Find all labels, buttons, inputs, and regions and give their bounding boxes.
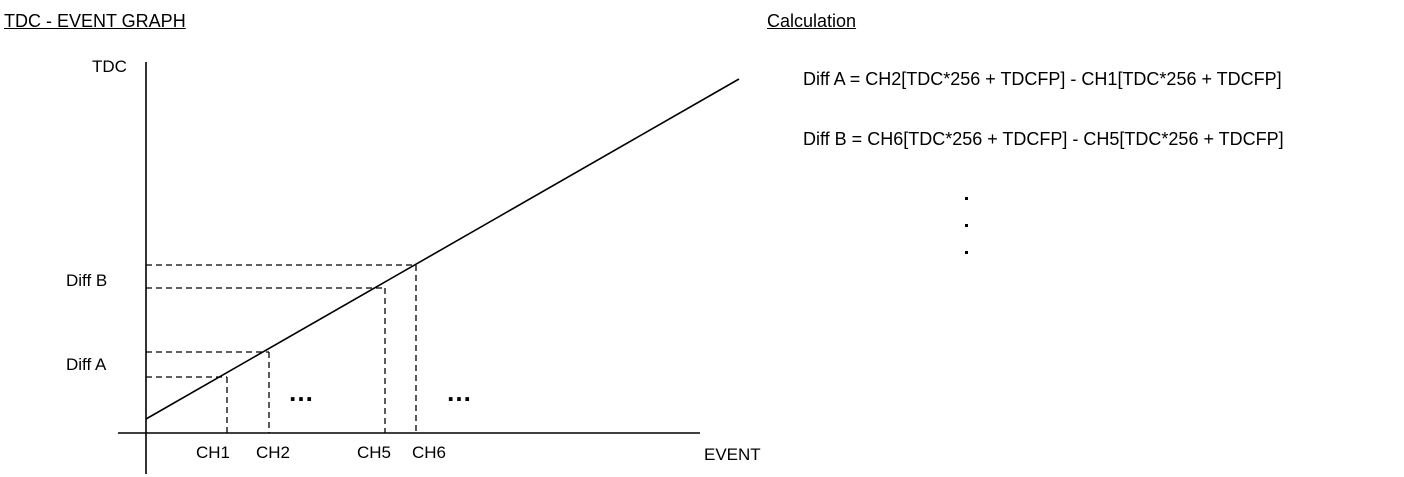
x-tick-ch5: CH5 [357,443,391,462]
continuation-dot [965,224,968,227]
formula-diff-b: Diff B = CH6[TDC*256 + TDCFP] - CH5[TDC*… [803,129,1284,149]
continuation-dot [965,251,968,254]
ellipsis-right: … [446,377,474,407]
x-tick-ch6: CH6 [412,443,446,462]
continuation-dot [965,197,968,200]
formula-diff-a: Diff A = CH2[TDC*256 + TDCFP] - CH1[TDC*… [803,69,1282,89]
x-tick-ch1: CH1 [196,443,230,462]
ellipsis-left: … [288,377,316,407]
graph-title: TDC - EVENT GRAPH [4,11,186,31]
calculation-title: Calculation [767,11,857,31]
tdc-event-graph: TDC EVENT Diff B Diff A CH1 CH2 CH5 CH6 … [66,57,761,474]
x-axis-label: EVENT [704,445,761,464]
y-axis-label: TDC [92,57,127,76]
x-tick-ch2: CH2 [256,443,290,462]
y-tick-diff-a: Diff A [66,355,107,374]
y-tick-diff-b: Diff B [66,271,107,290]
tdc-event-line [145,78,740,420]
